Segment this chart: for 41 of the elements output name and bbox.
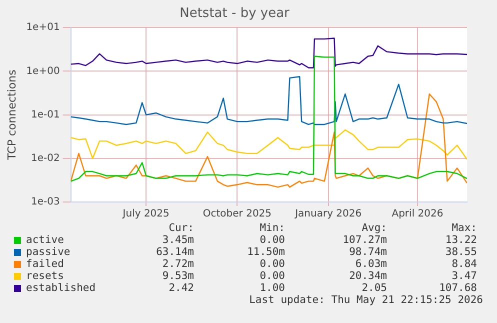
x-tick-label: October 2025 [202, 208, 272, 220]
x-tick-label: July 2025 [122, 208, 170, 220]
y-tick-label: 1e+01 [26, 22, 60, 34]
text: 9.53m [162, 270, 194, 282]
text: 0.00 [260, 234, 285, 246]
text: 63.14m [156, 246, 194, 258]
text: 2.72m [162, 258, 194, 270]
text: Max: [452, 222, 477, 234]
text: Cur: [168, 222, 194, 234]
y-tick-label: 1e+00 [26, 66, 60, 77]
text: Min: [260, 222, 285, 234]
x-tick-label: April 2026 [392, 208, 444, 220]
text: Last update: Thu May 21 22:15:25 2026 [249, 294, 483, 306]
text: 2.05 [362, 282, 387, 294]
y-axis-title: TCP connections [5, 69, 18, 161]
text: 11.50m [247, 246, 285, 258]
x-tick-label: January 2026 [294, 208, 362, 220]
y-tick-label: 1e-01 [30, 109, 60, 120]
text: 0.00 [260, 270, 285, 282]
text: Avg: [362, 222, 387, 234]
legend-label: established [26, 282, 96, 294]
text: 8.84 [452, 258, 477, 270]
text: 2.42 [168, 282, 194, 294]
text: 98.74m [349, 246, 387, 258]
text: 6.03m [355, 258, 387, 270]
text: 13.22 [445, 234, 477, 246]
chart-title: Netstat - by year [180, 6, 290, 22]
text: 20.34m [349, 270, 387, 282]
text: 107.68 [439, 282, 477, 294]
legend-label: active [26, 234, 64, 246]
text: 3.45m [162, 234, 194, 246]
text: 1.00 [260, 282, 285, 294]
text: 0.00 [260, 258, 285, 270]
legend-label: failed [26, 258, 64, 270]
text: 107.27m [342, 234, 387, 246]
legend-label: passive [26, 246, 70, 258]
text: 3.47 [452, 270, 477, 282]
text: 38.55 [445, 246, 477, 258]
y-tick-label: 1e-03 [30, 196, 60, 208]
y-tick-label: 1e-02 [30, 152, 60, 164]
legend-label: resets [26, 270, 64, 282]
